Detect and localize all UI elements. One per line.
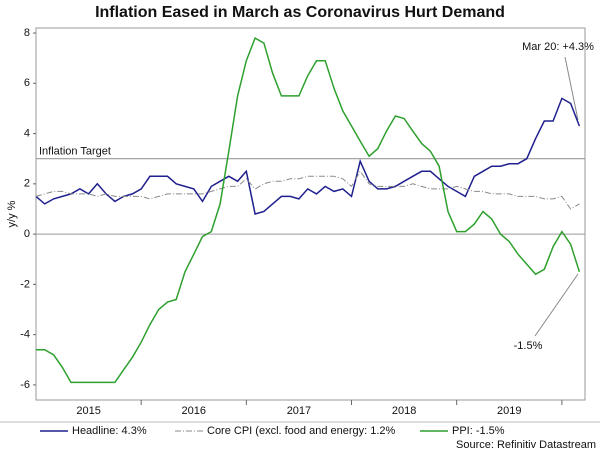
annotation-leader bbox=[564, 56, 579, 121]
annotation: Mar 20: +4.3% bbox=[522, 41, 594, 53]
y-tick-label: -2 bbox=[20, 278, 30, 290]
y-tick-label: -4 bbox=[20, 329, 30, 341]
series-line bbox=[35, 170, 580, 210]
y-tick-label: 0 bbox=[24, 228, 30, 240]
chart-title: Inflation Eased in March as Coronavirus … bbox=[95, 4, 505, 21]
y-tick-label: -6 bbox=[20, 379, 30, 391]
x-tick-label: 2017 bbox=[287, 405, 311, 417]
y-tick-label: 6 bbox=[24, 77, 30, 89]
legend-label: Headline: 4.3% bbox=[72, 425, 147, 437]
y-tick-label: 8 bbox=[24, 27, 30, 39]
legend-label: Core CPI (excl. food and energy: 1.2% bbox=[207, 425, 396, 437]
x-tick-label: 2015 bbox=[76, 405, 100, 417]
y-tick-label: 2 bbox=[24, 178, 30, 190]
reference-label: Inflation Target bbox=[39, 146, 111, 158]
x-tick-label: 2016 bbox=[182, 405, 206, 417]
y-axis-label: y/y % bbox=[6, 200, 18, 227]
series-line bbox=[36, 37, 581, 384]
x-tick-label: 2018 bbox=[392, 405, 416, 417]
annotation: -1.5% bbox=[514, 340, 543, 352]
annotation-leader bbox=[534, 273, 579, 337]
plot-frame bbox=[35, 27, 586, 401]
legend-label: PPI: -1.5% bbox=[452, 425, 505, 437]
source: Source: Refinitiv Datastream bbox=[456, 439, 596, 451]
x-tick-label: 2019 bbox=[497, 405, 521, 417]
series-line bbox=[35, 97, 581, 215]
y-tick-label: 4 bbox=[24, 127, 30, 139]
